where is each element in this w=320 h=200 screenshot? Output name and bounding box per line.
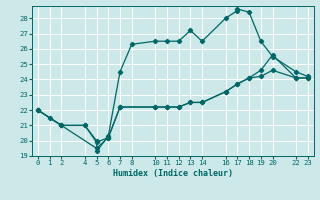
X-axis label: Humidex (Indice chaleur): Humidex (Indice chaleur) [113, 169, 233, 178]
